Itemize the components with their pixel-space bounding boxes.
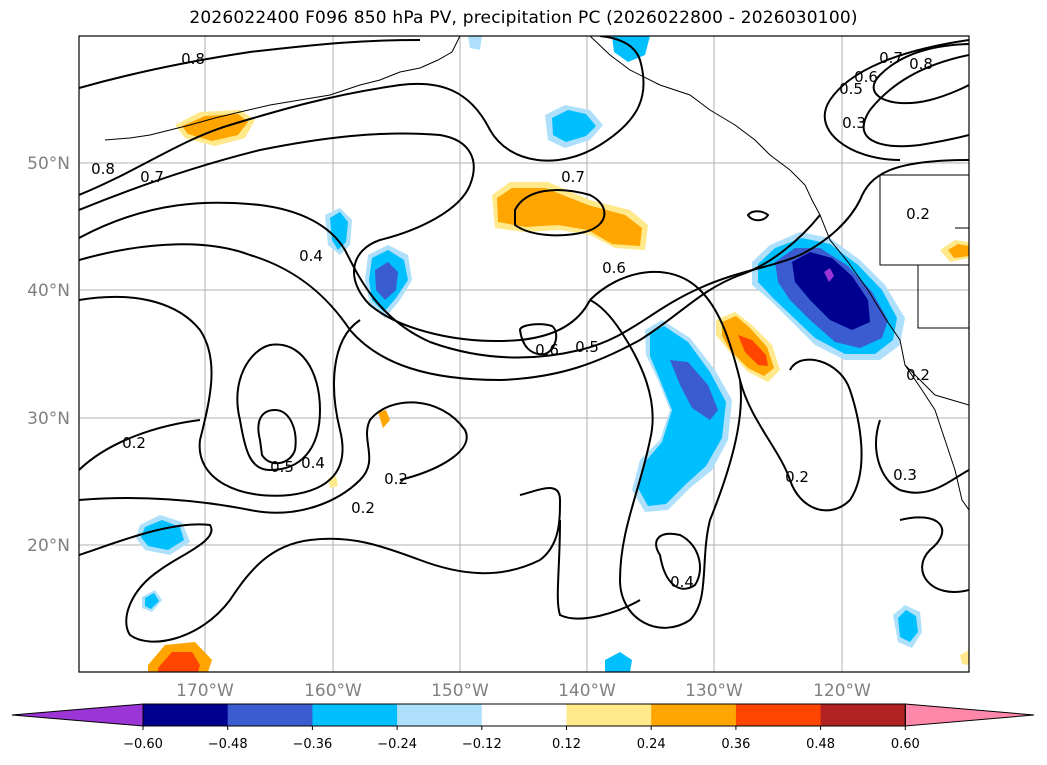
contour-labels: 0.8 0.8 0.7 0.7 0.6 0.6 0.6 0.5 0.5 0.4 … <box>91 49 933 591</box>
colorbar <box>11 703 1035 727</box>
gridlines <box>79 36 969 672</box>
colorbar-tick-label: 0.12 <box>552 737 581 752</box>
colorbar-segment <box>735 704 822 726</box>
contour-label: 0.5 <box>839 80 863 98</box>
colorbar-segment <box>143 704 229 726</box>
lat-label: 20°N <box>27 536 70 556</box>
lon-label: 140°W <box>558 681 616 701</box>
lat-label: 50°N <box>27 154 70 174</box>
contour-label: 0.5 <box>575 338 599 356</box>
colorbar-extend-right <box>904 703 1035 727</box>
colorbar-tick-labels: −0.60 −0.48 −0.36 −0.24 −0.12 0.12 0.24 0.36 0.4… <box>123 726 920 752</box>
contour-label: 0.7 <box>561 168 585 186</box>
contour-label: 0.2 <box>384 470 408 488</box>
colorbar-tick-label: −0.60 <box>123 737 163 752</box>
contour-label: 0.3 <box>842 114 866 132</box>
colorbar-tick-label: −0.36 <box>292 737 332 752</box>
coastlines <box>104 36 969 511</box>
contour-label: 0.2 <box>122 434 146 452</box>
colorbar-tick-label: 0.24 <box>637 737 666 752</box>
colorbar-segment <box>566 704 652 726</box>
contour-label: 0.2 <box>906 366 930 384</box>
colorbar-tick-label: −0.48 <box>208 737 248 752</box>
contour-label: 0.5 <box>270 458 294 476</box>
contour-label: 0.8 <box>91 160 115 178</box>
lat-label: 30°N <box>27 409 70 429</box>
colorbar-segment <box>227 704 313 726</box>
contour-label: 0.2 <box>351 499 375 517</box>
colorbar-segment <box>651 704 737 726</box>
colorbar-tick-label: −0.24 <box>377 737 417 752</box>
colorbar-segment <box>397 704 483 726</box>
contour-label: 0.6 <box>854 68 878 86</box>
longitude-labels: 170°W 160°W 150°W 140°W 130°W 120°W <box>176 681 871 701</box>
lon-label: 120°W <box>813 681 871 701</box>
colorbar-extend-left <box>11 703 144 727</box>
colorbar-tick-label: 0.36 <box>721 737 750 752</box>
latitude-labels: 50°N 40°N 30°N 20°N <box>27 154 70 556</box>
lon-label: 130°W <box>685 681 743 701</box>
lon-label: 150°W <box>431 681 489 701</box>
lon-label: 170°W <box>176 681 234 701</box>
colorbar-outline <box>142 703 906 727</box>
colorbar-segment <box>312 704 398 726</box>
contour-label: 0.2 <box>906 205 930 223</box>
map-frame <box>78 35 970 673</box>
contour-label: 0.4 <box>301 454 325 472</box>
contour-label: 0.7 <box>879 49 903 67</box>
lon-label: 160°W <box>304 681 362 701</box>
colorbar-segment <box>481 704 567 726</box>
precip-shading <box>136 36 969 672</box>
contour-label: 0.6 <box>535 341 559 359</box>
contour-label: 0.4 <box>299 247 323 265</box>
colorbar-tick-label: 0.60 <box>891 737 920 752</box>
pv-contours <box>79 36 969 643</box>
contour-label: 0.8 <box>909 55 933 73</box>
lat-label: 40°N <box>27 281 70 301</box>
contour-label: 0.4 <box>670 573 694 591</box>
colorbar-tick-label: 0.48 <box>806 737 835 752</box>
contour-label: 0.7 <box>140 168 164 186</box>
colorbar-tick-label: −0.12 <box>462 737 502 752</box>
colorbar-segment <box>820 704 906 726</box>
contour-label: 0.6 <box>602 259 626 277</box>
contour-label: 0.3 <box>893 466 917 484</box>
contour-label: 0.2 <box>785 468 809 486</box>
map-title: 2026022400 F096 850 hPa PV, precipitatio… <box>189 8 858 28</box>
contour-label: 0.8 <box>181 50 205 68</box>
